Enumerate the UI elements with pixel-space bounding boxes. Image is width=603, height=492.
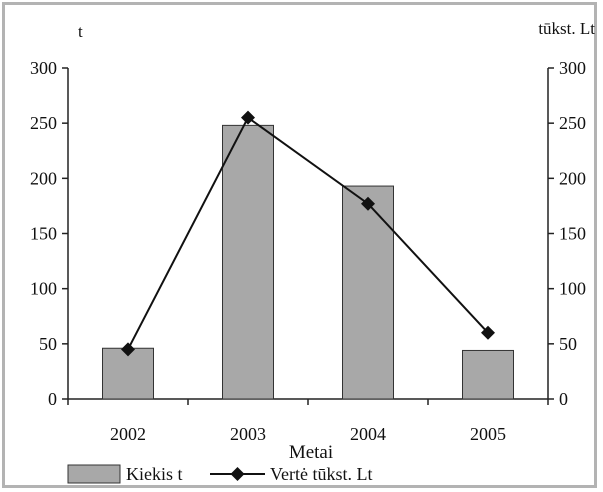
line-point <box>241 110 255 125</box>
x-tick-label: 2004 <box>350 424 386 444</box>
legend-bar-swatch <box>67 464 121 484</box>
right-tick-label: 150 <box>559 224 586 244</box>
line-point <box>481 325 495 340</box>
left-tick-label: 300 <box>30 58 57 78</box>
right-axis-unit: tūkst. Lt <box>538 19 595 38</box>
left-tick-label: 100 <box>30 279 57 299</box>
line-point <box>361 196 375 211</box>
legend: Kiekis t Vertė tūkst. Lt <box>67 464 372 484</box>
legend-label-bars: Kiekis t <box>126 464 183 484</box>
right-tick-label: 300 <box>559 58 586 78</box>
legend-line-marker <box>230 467 245 481</box>
left-axis-unit: t <box>78 22 83 41</box>
line-point <box>121 342 135 357</box>
left-tick-label: 50 <box>39 334 57 354</box>
bar <box>342 185 394 400</box>
left-tick-label: 0 <box>48 389 57 409</box>
right-tick-label: 100 <box>559 279 586 299</box>
x-tick-label: 2005 <box>470 424 506 444</box>
left-tick-label: 200 <box>30 168 57 188</box>
x-axis-label: Metai <box>289 442 333 463</box>
legend-label-line: Vertė tūkst. Lt <box>270 464 372 484</box>
bar <box>462 349 514 400</box>
left-tick-label: 150 <box>30 224 57 244</box>
right-tick-label: 0 <box>559 389 568 409</box>
x-tick-label: 2002 <box>110 424 146 444</box>
right-tick-label: 50 <box>559 334 577 354</box>
left-tick-label: 250 <box>30 113 57 133</box>
bar <box>102 347 154 400</box>
x-tick-label: 2003 <box>230 424 266 444</box>
series-line <box>127 116 489 350</box>
chart-frame <box>2 2 597 488</box>
right-tick-label: 250 <box>559 113 586 133</box>
right-tick-label: 200 <box>559 168 586 188</box>
bar <box>222 124 274 400</box>
